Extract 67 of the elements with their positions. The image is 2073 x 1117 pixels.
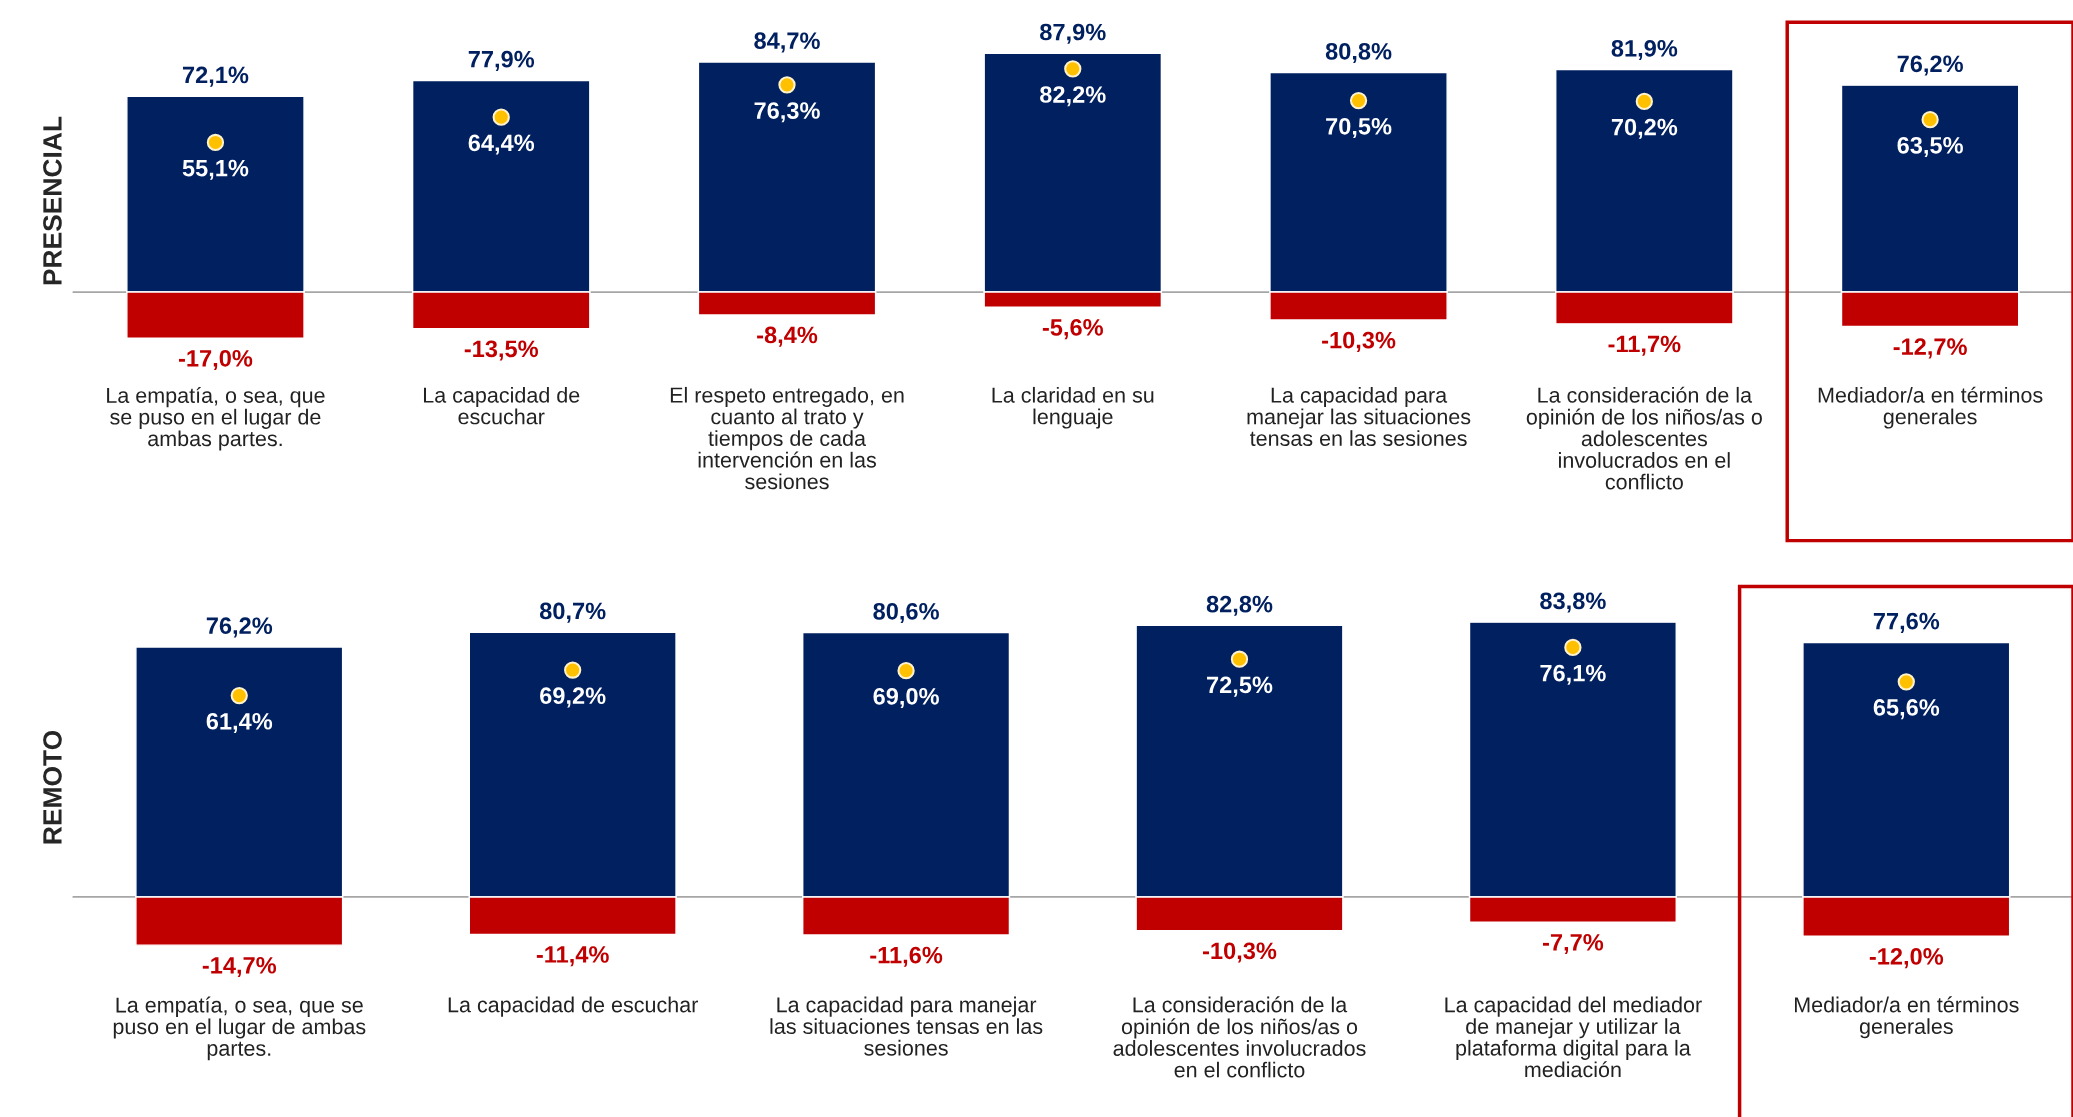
x-tick-label: La empatía, o sea, que se puso en el lugar de ambas partes. bbox=[107, 386, 325, 451]
data-label: 61,4% bbox=[206, 712, 273, 734]
data-label: 64,4% bbox=[468, 134, 535, 155]
data-label: 70,2% bbox=[1611, 118, 1678, 139]
data-label: 63,5% bbox=[1897, 136, 1963, 158]
point bbox=[1064, 60, 1082, 78]
x-tick-label: Mediador/a en términos generales bbox=[1794, 996, 2019, 1039]
data-label: -17,0% bbox=[178, 349, 253, 371]
y-axis-title: REMOTO bbox=[43, 730, 62, 844]
data-label: 83,8% bbox=[1540, 592, 1606, 613]
data-label: 80,6% bbox=[873, 602, 939, 624]
x-tick-label: La capacidad del mediador de manejar y utilizar la plataforma digital para la mediación bbox=[1445, 996, 1702, 1078]
data-label: -13,5% bbox=[464, 340, 539, 361]
x-tick-label: La consideración de la opinión de los niños/as o adolescentes involucrados en el conflicto bbox=[1526, 386, 1762, 490]
point bbox=[897, 662, 915, 680]
point bbox=[778, 76, 796, 94]
data-label: 77,9% bbox=[468, 50, 535, 71]
data-label: -14,7% bbox=[202, 956, 277, 978]
x-tick-label: La capacidad para manejar las situaciones tensas en las sesiones bbox=[770, 996, 1043, 1056]
data-label: -7,7% bbox=[1542, 934, 1604, 955]
data-label: 55,1% bbox=[182, 159, 249, 180]
data-label: 69,2% bbox=[540, 687, 606, 708]
data-label: -10,3% bbox=[1322, 331, 1396, 352]
x-tick-label: La consideración de la opinión de los niños/as o adolescentes involucrados en el conflicto bbox=[1113, 996, 1366, 1078]
data-label: 72,1% bbox=[182, 66, 249, 87]
data-label: -8,4% bbox=[757, 326, 818, 347]
data-label: 72,5% bbox=[1207, 676, 1273, 697]
y-axis-title: PRESENCIAL bbox=[43, 116, 62, 285]
point bbox=[1230, 650, 1249, 668]
x-tick-label: La capacidad de escuchar bbox=[423, 386, 580, 425]
data-label: 76,3% bbox=[754, 102, 820, 123]
data-label: -11,7% bbox=[1608, 335, 1681, 356]
data-label: 84,7% bbox=[754, 32, 820, 53]
data-label: 76,2% bbox=[1897, 55, 1963, 76]
data-label: 82,2% bbox=[1040, 86, 1106, 107]
data-label: 70,5% bbox=[1326, 117, 1392, 139]
x-tick-label: La capacidad de escuchar bbox=[448, 996, 698, 1017]
data-label: -10,3% bbox=[1203, 942, 1277, 963]
point bbox=[1921, 110, 1939, 129]
x-tick-label: La claridad en su lenguaje bbox=[992, 386, 1154, 429]
data-label: 76,2% bbox=[206, 617, 273, 638]
data-label: 69,0% bbox=[873, 687, 939, 709]
point bbox=[492, 108, 510, 126]
data-label: 65,6% bbox=[1873, 699, 1940, 720]
point bbox=[564, 661, 582, 679]
point bbox=[1635, 92, 1653, 111]
data-label: -11,6% bbox=[870, 946, 943, 967]
point bbox=[1564, 638, 1582, 657]
point bbox=[206, 133, 225, 152]
point bbox=[1349, 91, 1368, 110]
x-tick-label: Mediador/a en términos generales bbox=[1818, 386, 2043, 429]
data-label: 81,9% bbox=[1611, 39, 1678, 61]
data-label: 80,8% bbox=[1325, 42, 1392, 64]
data-label: -12,0% bbox=[1869, 948, 1944, 969]
data-label: 82,8% bbox=[1206, 595, 1273, 616]
data-label: 76,1% bbox=[1540, 664, 1606, 685]
data-label: -5,6% bbox=[1042, 319, 1103, 340]
data-label: 87,9% bbox=[1040, 23, 1106, 44]
x-tick-label: La capacidad para manejar las situaciones tensas en las sesiones bbox=[1247, 386, 1471, 446]
point bbox=[1897, 673, 1915, 691]
data-label: 77,6% bbox=[1873, 612, 1940, 633]
data-label: -12,7% bbox=[1893, 338, 1967, 359]
x-tick-label: El respeto entregado, en cuanto al trato y tiempos de cada intervención en las sesiones bbox=[670, 386, 904, 490]
data-label: -11,4% bbox=[536, 946, 609, 967]
data-label: 80,7% bbox=[539, 602, 606, 623]
x-tick-label: La empatía, o sea, que se puso en el lugar de ambas partes. bbox=[113, 996, 366, 1061]
point bbox=[230, 686, 248, 705]
